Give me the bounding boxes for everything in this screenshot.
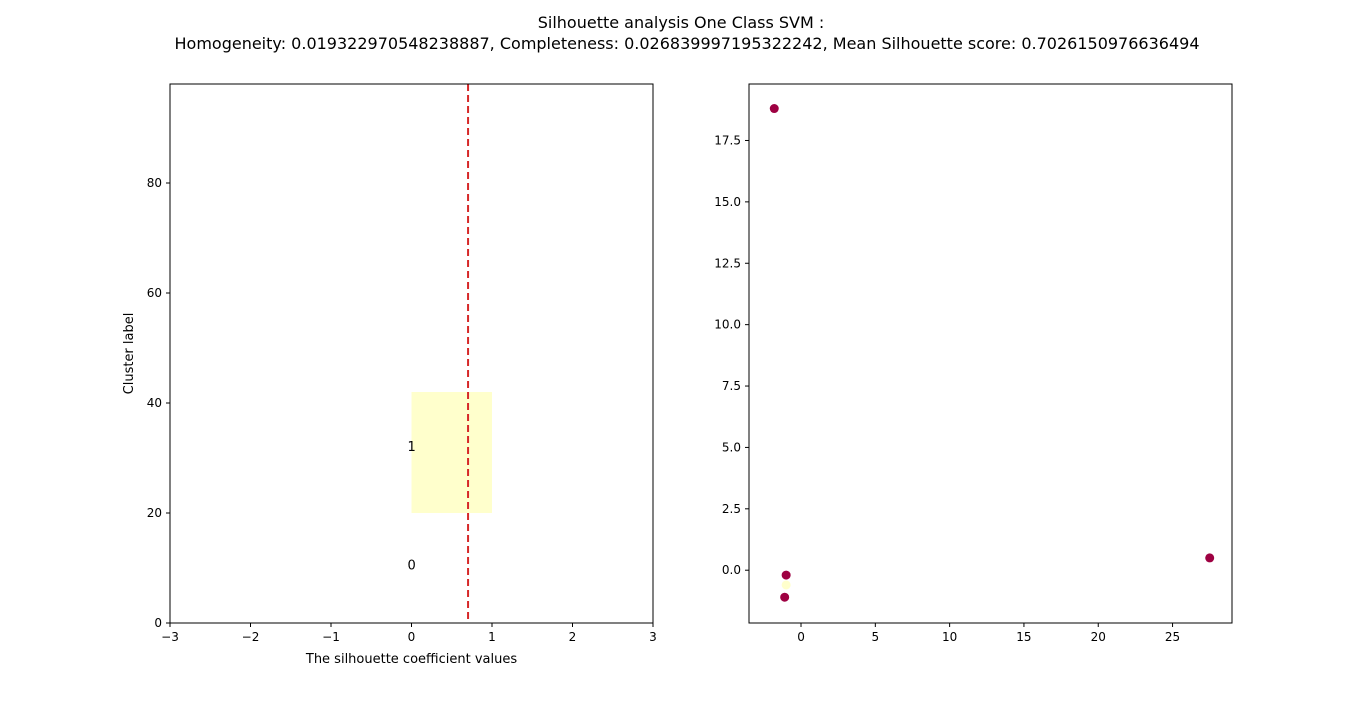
y-tick-label: 12.5 xyxy=(714,256,741,270)
scatter-point-cluster-1 xyxy=(781,580,791,590)
y-tick-label: 60 xyxy=(147,286,162,300)
x-tick-label: 3 xyxy=(649,630,657,644)
axes-frame xyxy=(748,83,1233,624)
cluster-1-silhouette-bar xyxy=(411,392,492,513)
y-axis-label: Cluster label xyxy=(122,313,137,395)
y-tick-label: 0.0 xyxy=(722,563,741,577)
chart-title-line-2: Homogeneity: 0.019322970548238887, Compl… xyxy=(175,34,1200,53)
x-tick-label: −1 xyxy=(322,630,340,644)
x-tick-label: −2 xyxy=(242,630,260,644)
x-tick-label: 20 xyxy=(1091,630,1106,644)
y-tick-label: 5.0 xyxy=(722,440,741,454)
x-tick-label: 5 xyxy=(872,630,880,644)
x-tick-label: 0 xyxy=(408,630,416,644)
x-tick-label: −3 xyxy=(161,630,179,644)
chart-title-line-1: Silhouette analysis One Class SVM : xyxy=(538,13,825,32)
x-tick-label: 25 xyxy=(1165,630,1180,644)
x-tick-label: 1 xyxy=(488,630,496,644)
x-tick-label: 0 xyxy=(797,630,805,644)
y-tick-label: 20 xyxy=(147,506,162,520)
scatter-point-cluster-0 xyxy=(1205,553,1215,563)
y-tick-label: 80 xyxy=(147,176,162,190)
y-tick-label: 40 xyxy=(147,396,162,410)
x-axis-label: The silhouette coefficient values xyxy=(305,652,517,667)
x-tick-label: 15 xyxy=(1016,630,1031,644)
scatter-point-cluster-0 xyxy=(781,570,791,580)
scatter-point-cluster-0 xyxy=(780,592,790,602)
y-tick-label: 15.0 xyxy=(714,195,741,209)
cluster-scatter-plot: 0 5 10 15 20 25 0.0 2.5 5.0 7.5 10.0 12.5 15.0 17.5 xyxy=(714,83,1233,644)
silhouette-plot: −3 −2 −1 0 1 2 3 0 20 40 60 80 0 1 The silhouette coef… xyxy=(122,83,657,667)
y-tick-label: 7.5 xyxy=(722,379,741,393)
scatter-point-cluster-0 xyxy=(769,104,779,114)
cluster-1-label: 1 xyxy=(407,440,415,455)
y-tick-label: 17.5 xyxy=(714,133,741,147)
axes-frame xyxy=(169,83,654,624)
y-tick-label: 10.0 xyxy=(714,318,741,332)
x-tick-label: 10 xyxy=(942,630,957,644)
y-tick-label: 2.5 xyxy=(722,502,741,516)
x-tick-label: 2 xyxy=(569,630,577,644)
cluster-0-label: 0 xyxy=(407,558,415,573)
y-tick-label: 0 xyxy=(154,616,162,630)
